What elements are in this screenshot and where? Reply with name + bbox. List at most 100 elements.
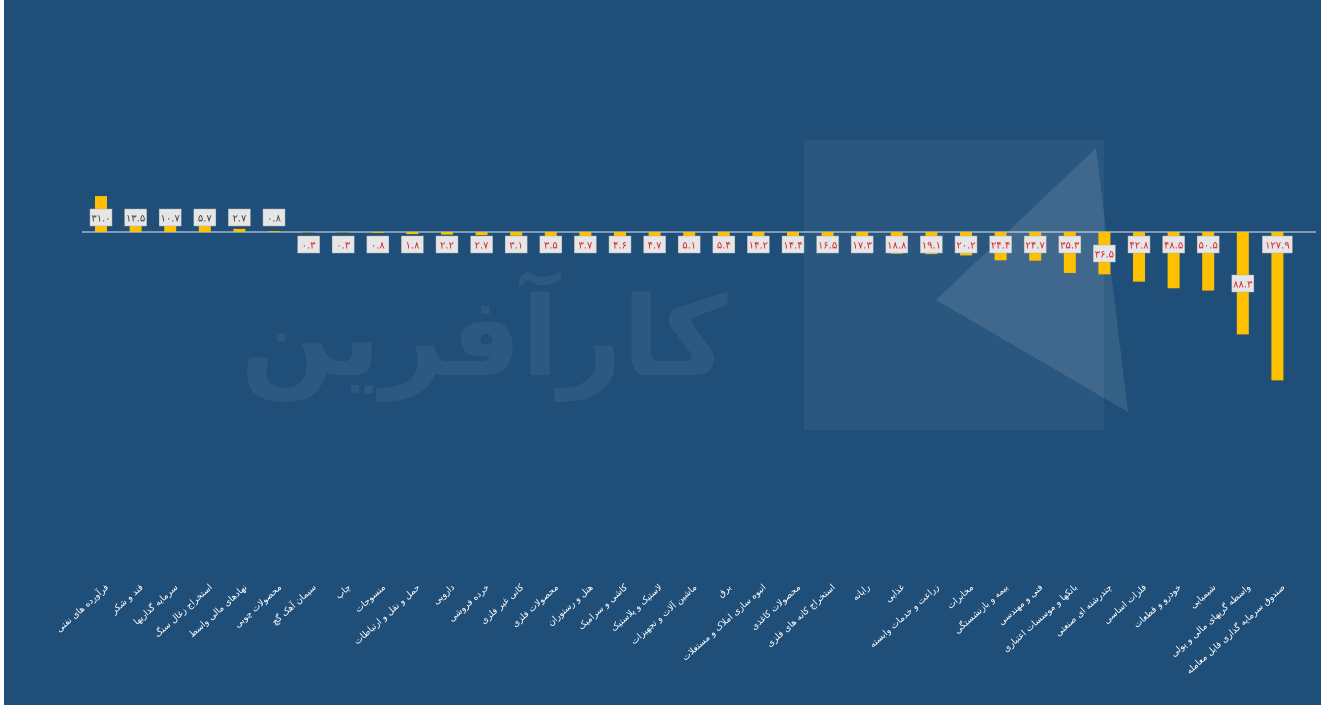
value-label-box [297, 235, 320, 254]
value-label: ۳.۷ [578, 241, 593, 252]
value-label: ۴۲.۸ [1129, 241, 1149, 252]
bar [683, 232, 696, 238]
bar [614, 232, 626, 238]
category-label: زراعت و خدمات وابسته [868, 583, 941, 650]
value-label: ۴.۶ [613, 241, 627, 252]
bar [1271, 232, 1284, 381]
value-label-box [643, 235, 666, 254]
value-label-box [816, 235, 839, 254]
value-label-box [712, 235, 736, 254]
value-label-box [193, 208, 217, 227]
value-label: ۱۴.۴ [783, 241, 802, 252]
category-label: مخابرات [946, 583, 976, 612]
bar [302, 232, 315, 233]
bar [198, 225, 211, 232]
value-label: ۱۰.۷ [161, 214, 181, 225]
value-label: ۳۵.۳ [1060, 241, 1080, 252]
value-label-box [885, 235, 909, 254]
bar [371, 232, 384, 233]
value-label: ۱۸.۸ [887, 241, 907, 252]
value-label: ۲۰.۲ [956, 241, 975, 252]
value-label: ۳.۵ [544, 241, 558, 252]
value-label-box [920, 235, 943, 254]
category-label: دارویی [432, 583, 457, 607]
value-label: ۵.۱ [682, 241, 696, 252]
value-label-box [781, 235, 805, 254]
value-label: ۴.۷ [648, 241, 663, 252]
value-label: ۱۹.۱ [922, 241, 941, 252]
value-label-box [1262, 235, 1293, 254]
value-label-box [1093, 244, 1116, 263]
value-label-box [1231, 274, 1255, 293]
value-label-box [608, 235, 632, 254]
watermark-text: کارآفرین [240, 269, 727, 402]
category-label: شیمیایی [1189, 583, 1219, 611]
value-label-box [747, 235, 770, 254]
value-label: ۴۸.۵ [1164, 241, 1183, 252]
value-label: ۵۰.۵ [1199, 241, 1218, 252]
bar [475, 232, 488, 236]
value-label: ۰.۸ [371, 241, 386, 252]
value-label-box [954, 235, 978, 254]
value-label: ۰.۸ [267, 214, 282, 225]
category-label: استخراج کانه های فلزی [765, 583, 838, 650]
category-label: چاپ [334, 583, 353, 602]
value-label-box [1023, 235, 1047, 254]
bar-chart: کارآفرین ۳۱.۰ ۱۳.۵ ۱۰.۷ ۵.۷ ۲.۷ ۰.۸ ۰.۳ ۰.۳ ۰.۸ ۱… [53, 140, 1316, 677]
bar [268, 231, 280, 232]
category-label: استخراج زغال سنگ [152, 581, 215, 640]
value-label-box [1127, 235, 1151, 254]
value-label-box [677, 235, 701, 254]
value-label: ۱۲۷.۹ [1265, 241, 1290, 252]
category-label: غذایی [884, 583, 907, 605]
value-label-box [504, 235, 528, 254]
bar [717, 232, 730, 239]
value-labels-group: ۳۱.۰ ۱۳.۵ ۱۰.۷ ۵.۷ ۲.۷ ۰.۸ ۰.۳ ۰.۳ ۰.۸ ۱.۸ ۲.۲ ۲.۷ ۳… [89, 208, 1293, 293]
value-label-box [228, 208, 251, 227]
bar [510, 232, 523, 236]
value-label-box [1058, 235, 1082, 254]
value-label-box [850, 235, 874, 254]
value-label-box [435, 235, 459, 254]
category-label: حمل و نقل و ارتباطات [353, 583, 423, 647]
value-label-box [401, 235, 424, 254]
value-label: ۵.۴ [717, 241, 731, 252]
value-label: ۳۱.۰ [91, 214, 110, 225]
value-label: ۲.۲ [440, 241, 454, 252]
value-label-box [331, 235, 355, 254]
value-label: ۲۴.۷ [1026, 241, 1046, 252]
bar [406, 232, 419, 235]
value-label-box [574, 235, 597, 254]
value-label: ۰.۳ [302, 241, 317, 252]
category-label: رایانه [851, 583, 872, 603]
value-label-box [989, 235, 1012, 254]
value-label: ۱۴.۲ [749, 241, 768, 252]
bar [441, 232, 453, 235]
value-label: ۱۷.۳ [853, 241, 873, 252]
bar [579, 232, 592, 237]
category-label: برق [716, 583, 733, 600]
value-label: ۰.۳ [336, 241, 351, 252]
category-label: ماشین آلات و تجهیزات [628, 581, 699, 647]
value-label: ۳۶.۵ [1095, 250, 1114, 261]
value-label: ۱۳.۵ [126, 214, 145, 225]
value-label: ۲۴.۴ [991, 241, 1010, 252]
value-label-box [366, 235, 390, 254]
chart-background: کارآفرین ۳۱.۰ ۱۳.۵ ۱۰.۷ ۵.۷ ۲.۷ ۰.۸ ۰.۳ ۰.۳ ۰.۸ ۱… [4, 0, 1321, 705]
value-label: ۲.۷ [475, 241, 490, 252]
value-label-box [89, 208, 113, 227]
value-label-box [1162, 235, 1185, 254]
value-label-box [158, 208, 182, 227]
bar [337, 232, 350, 233]
bar [544, 232, 557, 237]
value-label: ۸۸.۳ [1233, 280, 1253, 291]
bar [233, 228, 246, 232]
value-label: ۵.۷ [198, 214, 213, 225]
category-label: نهادهای مالی واسط [187, 583, 249, 640]
watermark-logo: کارآفرین [240, 140, 1128, 430]
value-label-box [539, 235, 563, 254]
value-label-box [262, 208, 286, 227]
value-label: ۱.۸ [405, 241, 420, 252]
value-label: ۱۶.۵ [818, 241, 837, 252]
value-label-box [1196, 235, 1220, 254]
